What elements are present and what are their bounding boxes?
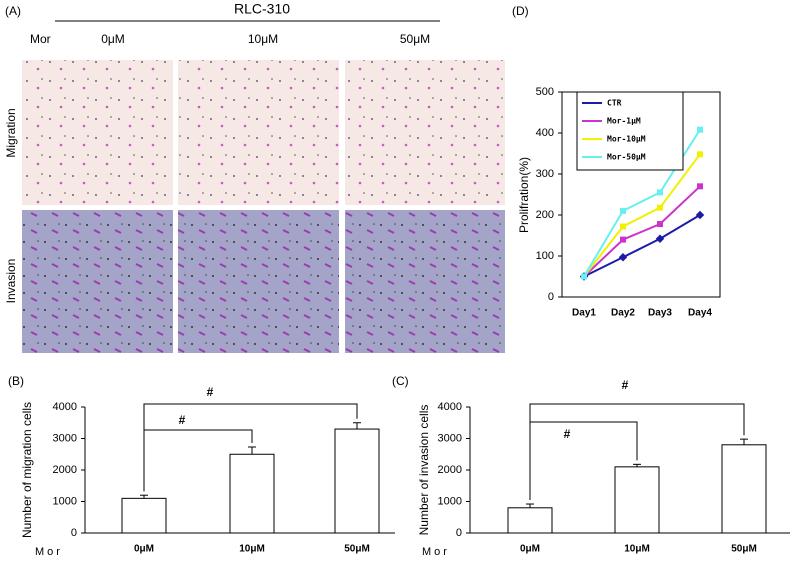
x-tick-label: 10μM (624, 544, 650, 555)
x-tick-label: 10μM (239, 544, 265, 555)
y-tick-label: 0 (548, 291, 554, 303)
x-axis-label: Mor (422, 546, 450, 558)
x-tick-label: 50μM (731, 544, 757, 555)
annotation: # (207, 385, 214, 399)
micrograph (22, 60, 173, 205)
micrograph (345, 210, 505, 353)
panel-label: (D) (512, 4, 529, 18)
y-tick-label: 1000 (53, 495, 77, 507)
panel-label: (C) (392, 374, 409, 388)
point (657, 221, 663, 228)
y-tick-label: 0 (456, 527, 462, 539)
row-label: Invasion (4, 259, 18, 304)
y-tick-label: 500 (536, 86, 554, 98)
panel-title: RLC-310 (234, 1, 290, 17)
y-tick-label: 2000 (438, 464, 462, 476)
panel-a: (A) RLC-310 Mor 0μM 10μM 50μM Migration … (4, 1, 505, 353)
bar (507, 507, 553, 534)
line (583, 185, 701, 278)
bar (121, 497, 167, 534)
point (620, 223, 626, 230)
point (581, 273, 587, 280)
x-tick-label: 0μM (520, 544, 540, 555)
legend-label: CTR (607, 99, 622, 108)
micrograph (345, 60, 505, 205)
point (620, 236, 626, 243)
panel-label: (A) (5, 4, 21, 18)
y-axis-label: Prolifration(%) (517, 157, 531, 233)
point (657, 189, 663, 196)
y-tick-label: 4000 (438, 401, 462, 413)
y-axis-label: Number of invasion cells (417, 405, 431, 536)
line (583, 214, 701, 278)
x-tick-label: Day2 (611, 308, 635, 319)
y-axis-label: Number of migration cells (20, 402, 34, 538)
point (697, 151, 703, 158)
annotation: # (179, 413, 186, 427)
significance-bracket (143, 429, 253, 492)
legend-label: Mor-1μM (607, 117, 641, 126)
y-tick-label: 3000 (53, 432, 77, 444)
point (655, 234, 665, 244)
annotation: # (622, 378, 629, 392)
x-tick-label: Day4 (688, 308, 712, 319)
micrograph (22, 210, 173, 353)
x-tick-label: 50μM (344, 544, 370, 555)
x-tick-label: 0μM (134, 544, 154, 555)
column-label: 0μM (101, 32, 125, 46)
y-tick-label: 300 (536, 168, 554, 180)
y-tick-label: 400 (536, 127, 554, 139)
y-tick-label: 1000 (438, 495, 462, 507)
y-tick-label: 4000 (53, 401, 77, 413)
line (583, 153, 701, 278)
bar (229, 453, 275, 534)
column-label: 10μM (248, 32, 278, 46)
treatment-label: Mor (30, 32, 51, 46)
y-tick-label: 0 (71, 527, 77, 539)
column-label: 50μM (400, 32, 430, 46)
point (618, 252, 628, 262)
point (695, 210, 705, 220)
x-tick-label: Day3 (648, 308, 672, 319)
significance-bracket (529, 421, 638, 501)
y-tick-label: 100 (536, 250, 554, 262)
legend-label: Mor-10μM (607, 135, 646, 144)
micrograph (178, 60, 339, 205)
micrograph (178, 210, 339, 353)
point (697, 126, 703, 133)
point (697, 183, 703, 190)
panel-label: (B) (8, 374, 24, 388)
y-tick-label: 2000 (53, 464, 77, 476)
y-tick-label: 3000 (438, 432, 462, 444)
bar (721, 444, 767, 534)
annotation: # (564, 427, 571, 441)
x-tick-label: Day1 (572, 308, 596, 319)
point (657, 204, 663, 211)
bar (614, 466, 660, 534)
y-tick-label: 200 (536, 209, 554, 221)
row-label: Migration (4, 108, 18, 157)
legend-label: Mor-50μM (607, 153, 646, 162)
x-axis-label: Mor (35, 546, 63, 558)
bar (334, 428, 380, 534)
point (620, 207, 626, 214)
